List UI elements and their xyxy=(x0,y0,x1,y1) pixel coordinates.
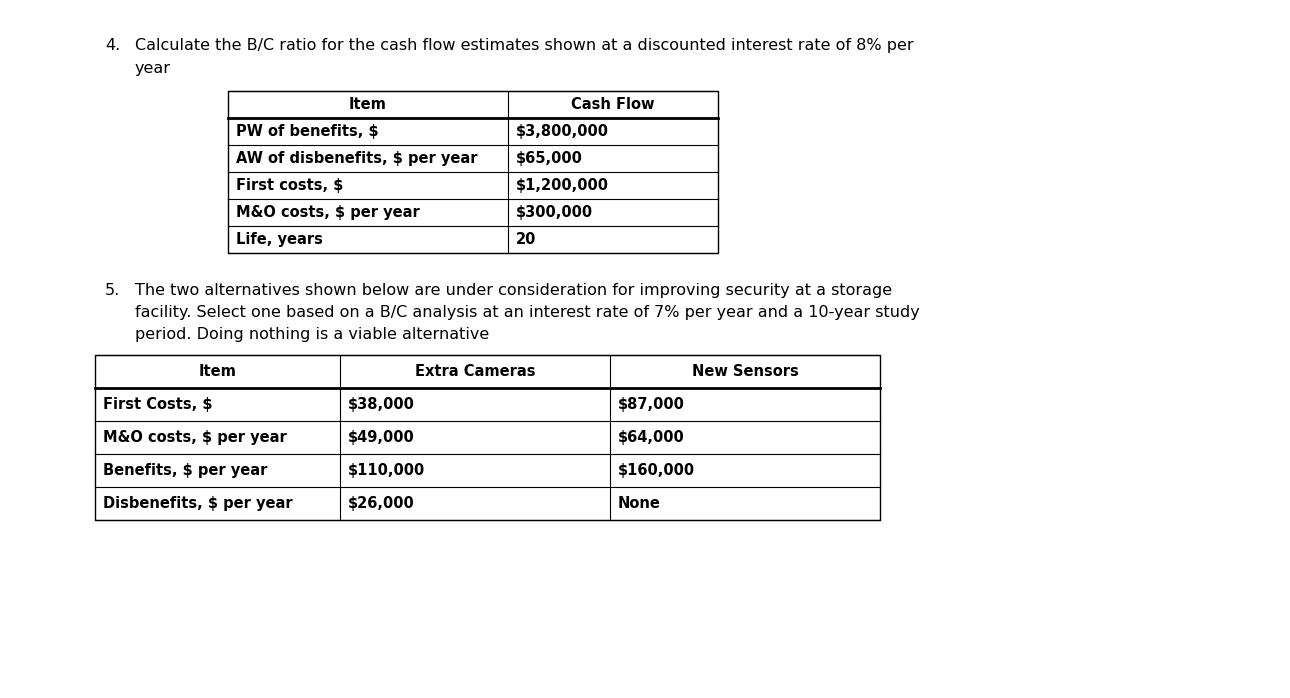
Text: PW of benefits, $: PW of benefits, $ xyxy=(236,124,379,139)
Bar xyxy=(228,91,719,253)
Text: Life, years: Life, years xyxy=(236,232,322,247)
Text: $3,800,000: $3,800,000 xyxy=(516,124,609,139)
Text: year: year xyxy=(135,61,172,76)
Text: Disbenefits, $ per year: Disbenefits, $ per year xyxy=(103,496,293,511)
Text: None: None xyxy=(618,496,660,511)
Text: Calculate the B/C ratio for the cash flow estimates shown at a discounted intere: Calculate the B/C ratio for the cash flo… xyxy=(135,38,913,53)
Text: $160,000: $160,000 xyxy=(618,463,695,478)
Text: $300,000: $300,000 xyxy=(516,205,593,220)
Text: period. Doing nothing is a viable alternative: period. Doing nothing is a viable altern… xyxy=(135,327,489,342)
Text: Item: Item xyxy=(350,97,387,112)
Text: M&O costs, $ per year: M&O costs, $ per year xyxy=(103,430,286,445)
Text: First Costs, $: First Costs, $ xyxy=(103,397,213,412)
Text: $110,000: $110,000 xyxy=(348,463,426,478)
Text: $64,000: $64,000 xyxy=(618,430,685,445)
Text: $49,000: $49,000 xyxy=(348,430,415,445)
Text: 4.: 4. xyxy=(104,38,120,53)
Text: $65,000: $65,000 xyxy=(516,151,583,166)
Text: facility. Select one based on a B/C analysis at an interest rate of 7% per year : facility. Select one based on a B/C anal… xyxy=(135,305,920,320)
Text: Benefits, $ per year: Benefits, $ per year xyxy=(103,463,267,478)
Text: $87,000: $87,000 xyxy=(618,397,685,412)
Text: 5.: 5. xyxy=(104,283,120,298)
Text: The two alternatives shown below are under consideration for improving security : The two alternatives shown below are und… xyxy=(135,283,893,298)
Text: $38,000: $38,000 xyxy=(348,397,415,412)
Text: Extra Cameras: Extra Cameras xyxy=(415,364,535,379)
Text: $1,200,000: $1,200,000 xyxy=(516,178,609,193)
Text: AW of disbenefits, $ per year: AW of disbenefits, $ per year xyxy=(236,151,477,166)
Text: New Sensors: New Sensors xyxy=(691,364,799,379)
Text: Item: Item xyxy=(199,364,236,379)
Text: Cash Flow: Cash Flow xyxy=(571,97,655,112)
Text: $26,000: $26,000 xyxy=(348,496,415,511)
Text: First costs, $: First costs, $ xyxy=(236,178,343,193)
Text: M&O costs, $ per year: M&O costs, $ per year xyxy=(236,205,419,220)
Text: 20: 20 xyxy=(516,232,537,247)
Bar xyxy=(95,355,880,520)
